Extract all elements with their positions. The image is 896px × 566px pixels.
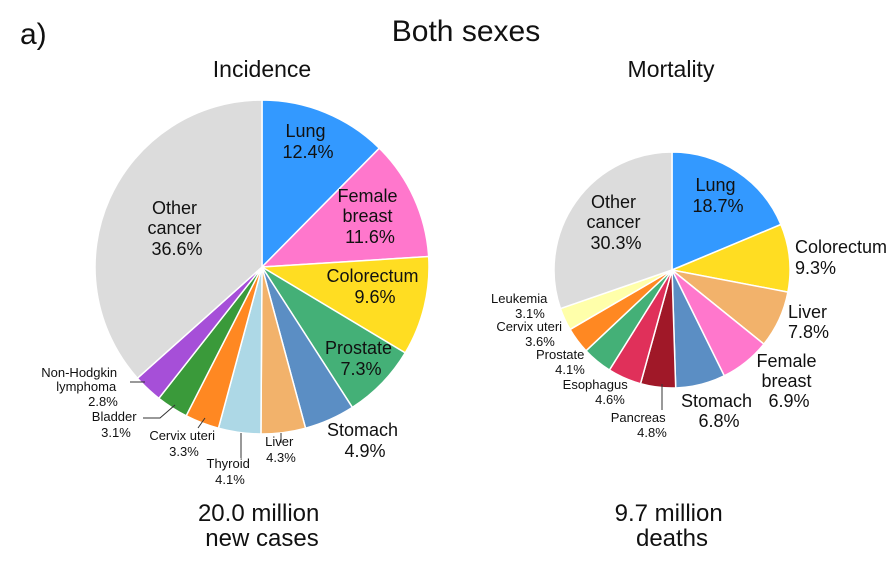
- leader-cervix-inc: [197, 417, 206, 429]
- inc-label-prostate: Prostate 7.3%: [325, 338, 397, 379]
- mort-label-leukemia: Leukemia 3.1%: [491, 291, 551, 321]
- incidence-slice-other-cancer: [94, 99, 263, 380]
- incidence-labels: Lung 12.4% Female breast 11.6% Colorectu…: [41, 121, 423, 487]
- panel-label: a): [20, 18, 47, 51]
- mort-label-breast: Female breast 6.9%: [756, 351, 821, 411]
- inc-label-nhl: Non-Hodgkin lymphoma 2.8%: [41, 365, 121, 409]
- mortality-slice-lung: [671, 151, 782, 272]
- incidence-pie: [94, 99, 430, 435]
- inc-label-liver: Liver 4.3%: [265, 434, 297, 465]
- mortality-total: 9.7 million deaths: [615, 500, 730, 552]
- incidence-title: Incidence: [213, 56, 311, 82]
- figure-title: Both sexes: [392, 15, 540, 48]
- inc-label-colorectum: Colorectum 9.6%: [326, 266, 423, 307]
- inc-label-stomach: Stomach 4.9%: [327, 420, 403, 461]
- incidence-slice-female-breast: [260, 147, 430, 268]
- mort-label-prostate: Prostate 4.1%: [536, 347, 588, 377]
- incidence-slice-colorectum: [259, 255, 430, 354]
- mort-label-other: Other cancer 30.3%: [586, 192, 645, 253]
- inc-label-cervix: Cervix uteri 3.3%: [149, 428, 218, 459]
- incidence-total: 20.0 million new cases: [198, 500, 326, 552]
- mortality-labels: Lung 18.7% Colorectum 9.3% Liver 7.8% Fe…: [491, 175, 892, 440]
- inc-label-bladder: Bladder 3.1%: [92, 409, 140, 440]
- mort-label-pancreas: Pancreas 4.8%: [611, 410, 670, 440]
- leader-bladder: [143, 404, 176, 419]
- mortality-title: Mortality: [628, 56, 715, 82]
- inc-label-lung: Lung 12.4%: [282, 121, 333, 162]
- leader-lines: [130, 381, 663, 458]
- mort-label-lung: Lung 18.7%: [692, 175, 743, 216]
- mortality-slice-other-cancer: [553, 151, 673, 310]
- mort-label-cervix: Cervix uteri 3.6%: [496, 319, 565, 349]
- mortality-pie: [553, 151, 791, 389]
- inc-label-breast: Female breast 11.6%: [337, 186, 402, 247]
- mort-label-esophagus: Esophagus 4.6%: [563, 377, 632, 407]
- mort-label-stomach: Stomach 6.8%: [681, 391, 757, 431]
- inc-label-other: Other cancer 36.6%: [147, 198, 206, 259]
- inc-label-thyroid: Thyroid 4.1%: [207, 456, 254, 487]
- incidence-slice-lung: [261, 99, 381, 269]
- mort-label-liver: Liver 7.8%: [788, 302, 832, 342]
- mort-label-colorectum: Colorectum 9.3%: [795, 237, 892, 278]
